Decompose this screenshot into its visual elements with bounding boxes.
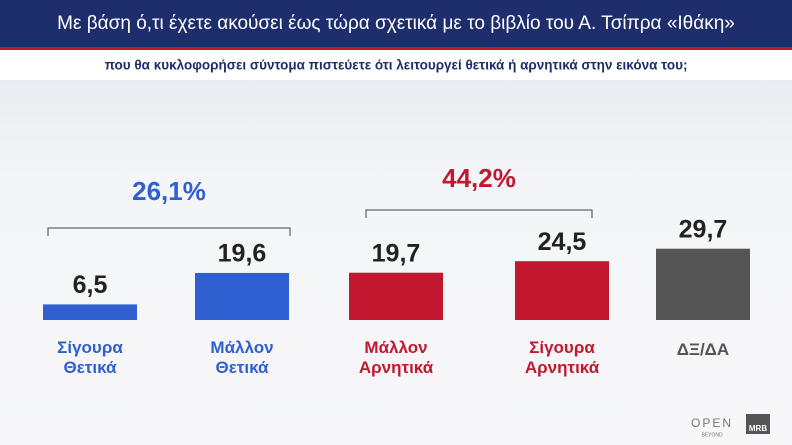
category-label: Μάλλον Αρνητικά <box>358 338 434 377</box>
group-bracket <box>365 209 593 218</box>
header-bar <box>0 0 792 47</box>
category-label: Μάλλον Θετικά <box>210 338 274 377</box>
value-label: 24,5 <box>538 228 587 256</box>
category-label: Σίγουρα Θετικά <box>57 338 123 377</box>
category-label: Σίγουρα Αρνητικά <box>524 338 600 377</box>
bar <box>656 248 750 320</box>
logo: OPEN <box>691 416 733 430</box>
brand: MRB <box>749 424 767 433</box>
value-label: 29,7 <box>679 215 728 243</box>
bar <box>515 261 609 320</box>
group-label: 44,2% <box>442 163 516 193</box>
category-label: ΔΞ/ΔΑ <box>676 340 730 359</box>
brand-box <box>746 414 770 434</box>
group-label: 26,1% <box>132 176 206 206</box>
group-bracket <box>47 227 291 236</box>
header-stripe <box>0 47 792 50</box>
value-label: 19,7 <box>372 239 421 267</box>
value-label: 19,6 <box>218 240 267 268</box>
bar <box>195 272 289 320</box>
bar <box>43 304 137 320</box>
subtitle-bar <box>0 50 792 80</box>
chart-subtitle: που θα κυκλοφορήσει σύντομα πιστεύετε ότ… <box>105 58 688 73</box>
chart-title: Με βάση ό,τι έχετε ακούσει έως τώρα σχετ… <box>57 13 735 34</box>
logo-sub: BEYOND <box>701 432 723 438</box>
value-label: 6,5 <box>73 271 108 299</box>
bar <box>349 272 443 320</box>
